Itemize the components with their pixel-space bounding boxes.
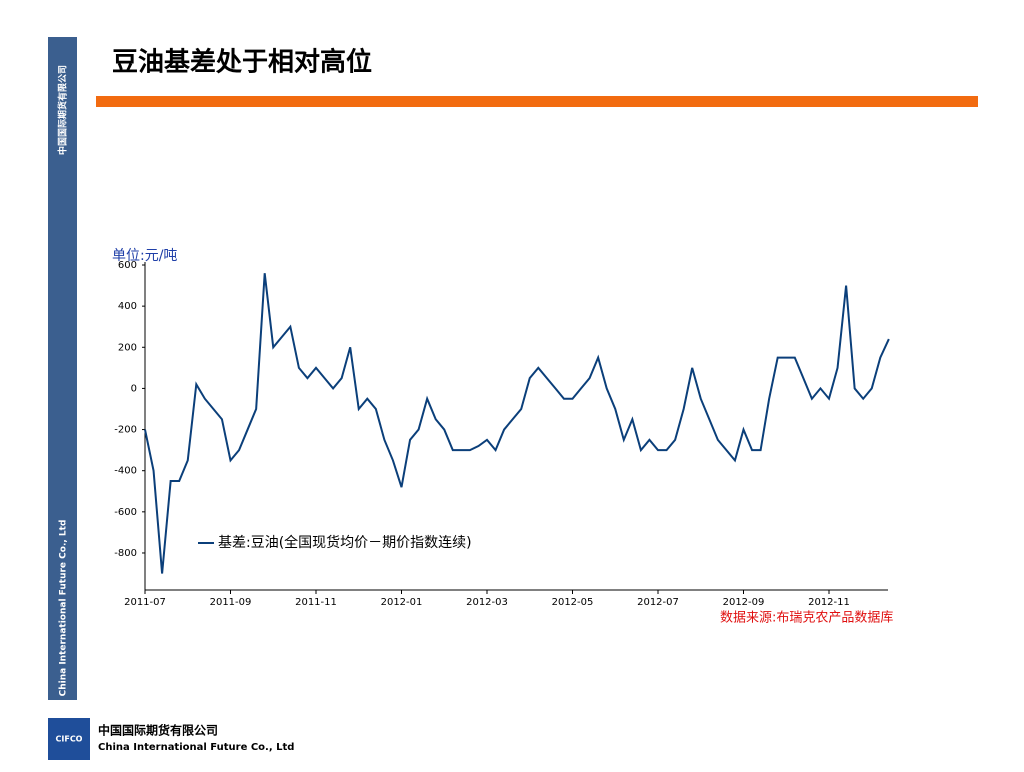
y-tick-label: -200 (114, 425, 137, 436)
y-tick-label: 600 (118, 260, 137, 271)
x-tick-label: 2011-09 (210, 597, 252, 608)
x-tick-label: 2012-09 (723, 597, 765, 608)
x-tick-label: 2011-07 (124, 597, 166, 608)
logo (48, 718, 90, 760)
y-tick-label: 200 (118, 342, 137, 353)
x-tick-label: 2012-07 (637, 597, 679, 608)
footer-en: China International Future Co., Ltd (98, 742, 294, 753)
source: 数据来源:布瑞克农产品数据库 (720, 610, 893, 626)
line (144, 273, 890, 574)
x-tick-label: 2012-11 (808, 597, 850, 608)
title-rule (96, 96, 978, 107)
x-tick-label: 2011-11 (295, 597, 337, 608)
legend-label: 基差:豆油(全国现货均价－期价指数连续) (218, 534, 472, 551)
sidebar-top: 中国国际期货有限公司 (57, 65, 69, 155)
y-tick-label: 0 (131, 383, 137, 394)
y-tick-label: -800 (114, 548, 137, 559)
y-tick-label: -600 (114, 507, 137, 518)
unit-label: 单位:元/吨 (112, 248, 177, 264)
title: 豆油基差处于相对高位 (112, 47, 372, 78)
y-tick-label: 400 (118, 301, 137, 312)
x-tick-label: 2012-03 (466, 597, 508, 608)
x-tick-label: 2012-05 (552, 597, 594, 608)
footer-cn: 中国国际期货有限公司 (98, 723, 218, 738)
logo-text: CIFCO (56, 735, 83, 744)
sidebar (48, 37, 77, 700)
sidebar-bottom: China International Future Co., Ltd (59, 520, 69, 697)
y-tick-label: -400 (114, 466, 137, 477)
x-tick-label: 2012-01 (381, 597, 423, 608)
